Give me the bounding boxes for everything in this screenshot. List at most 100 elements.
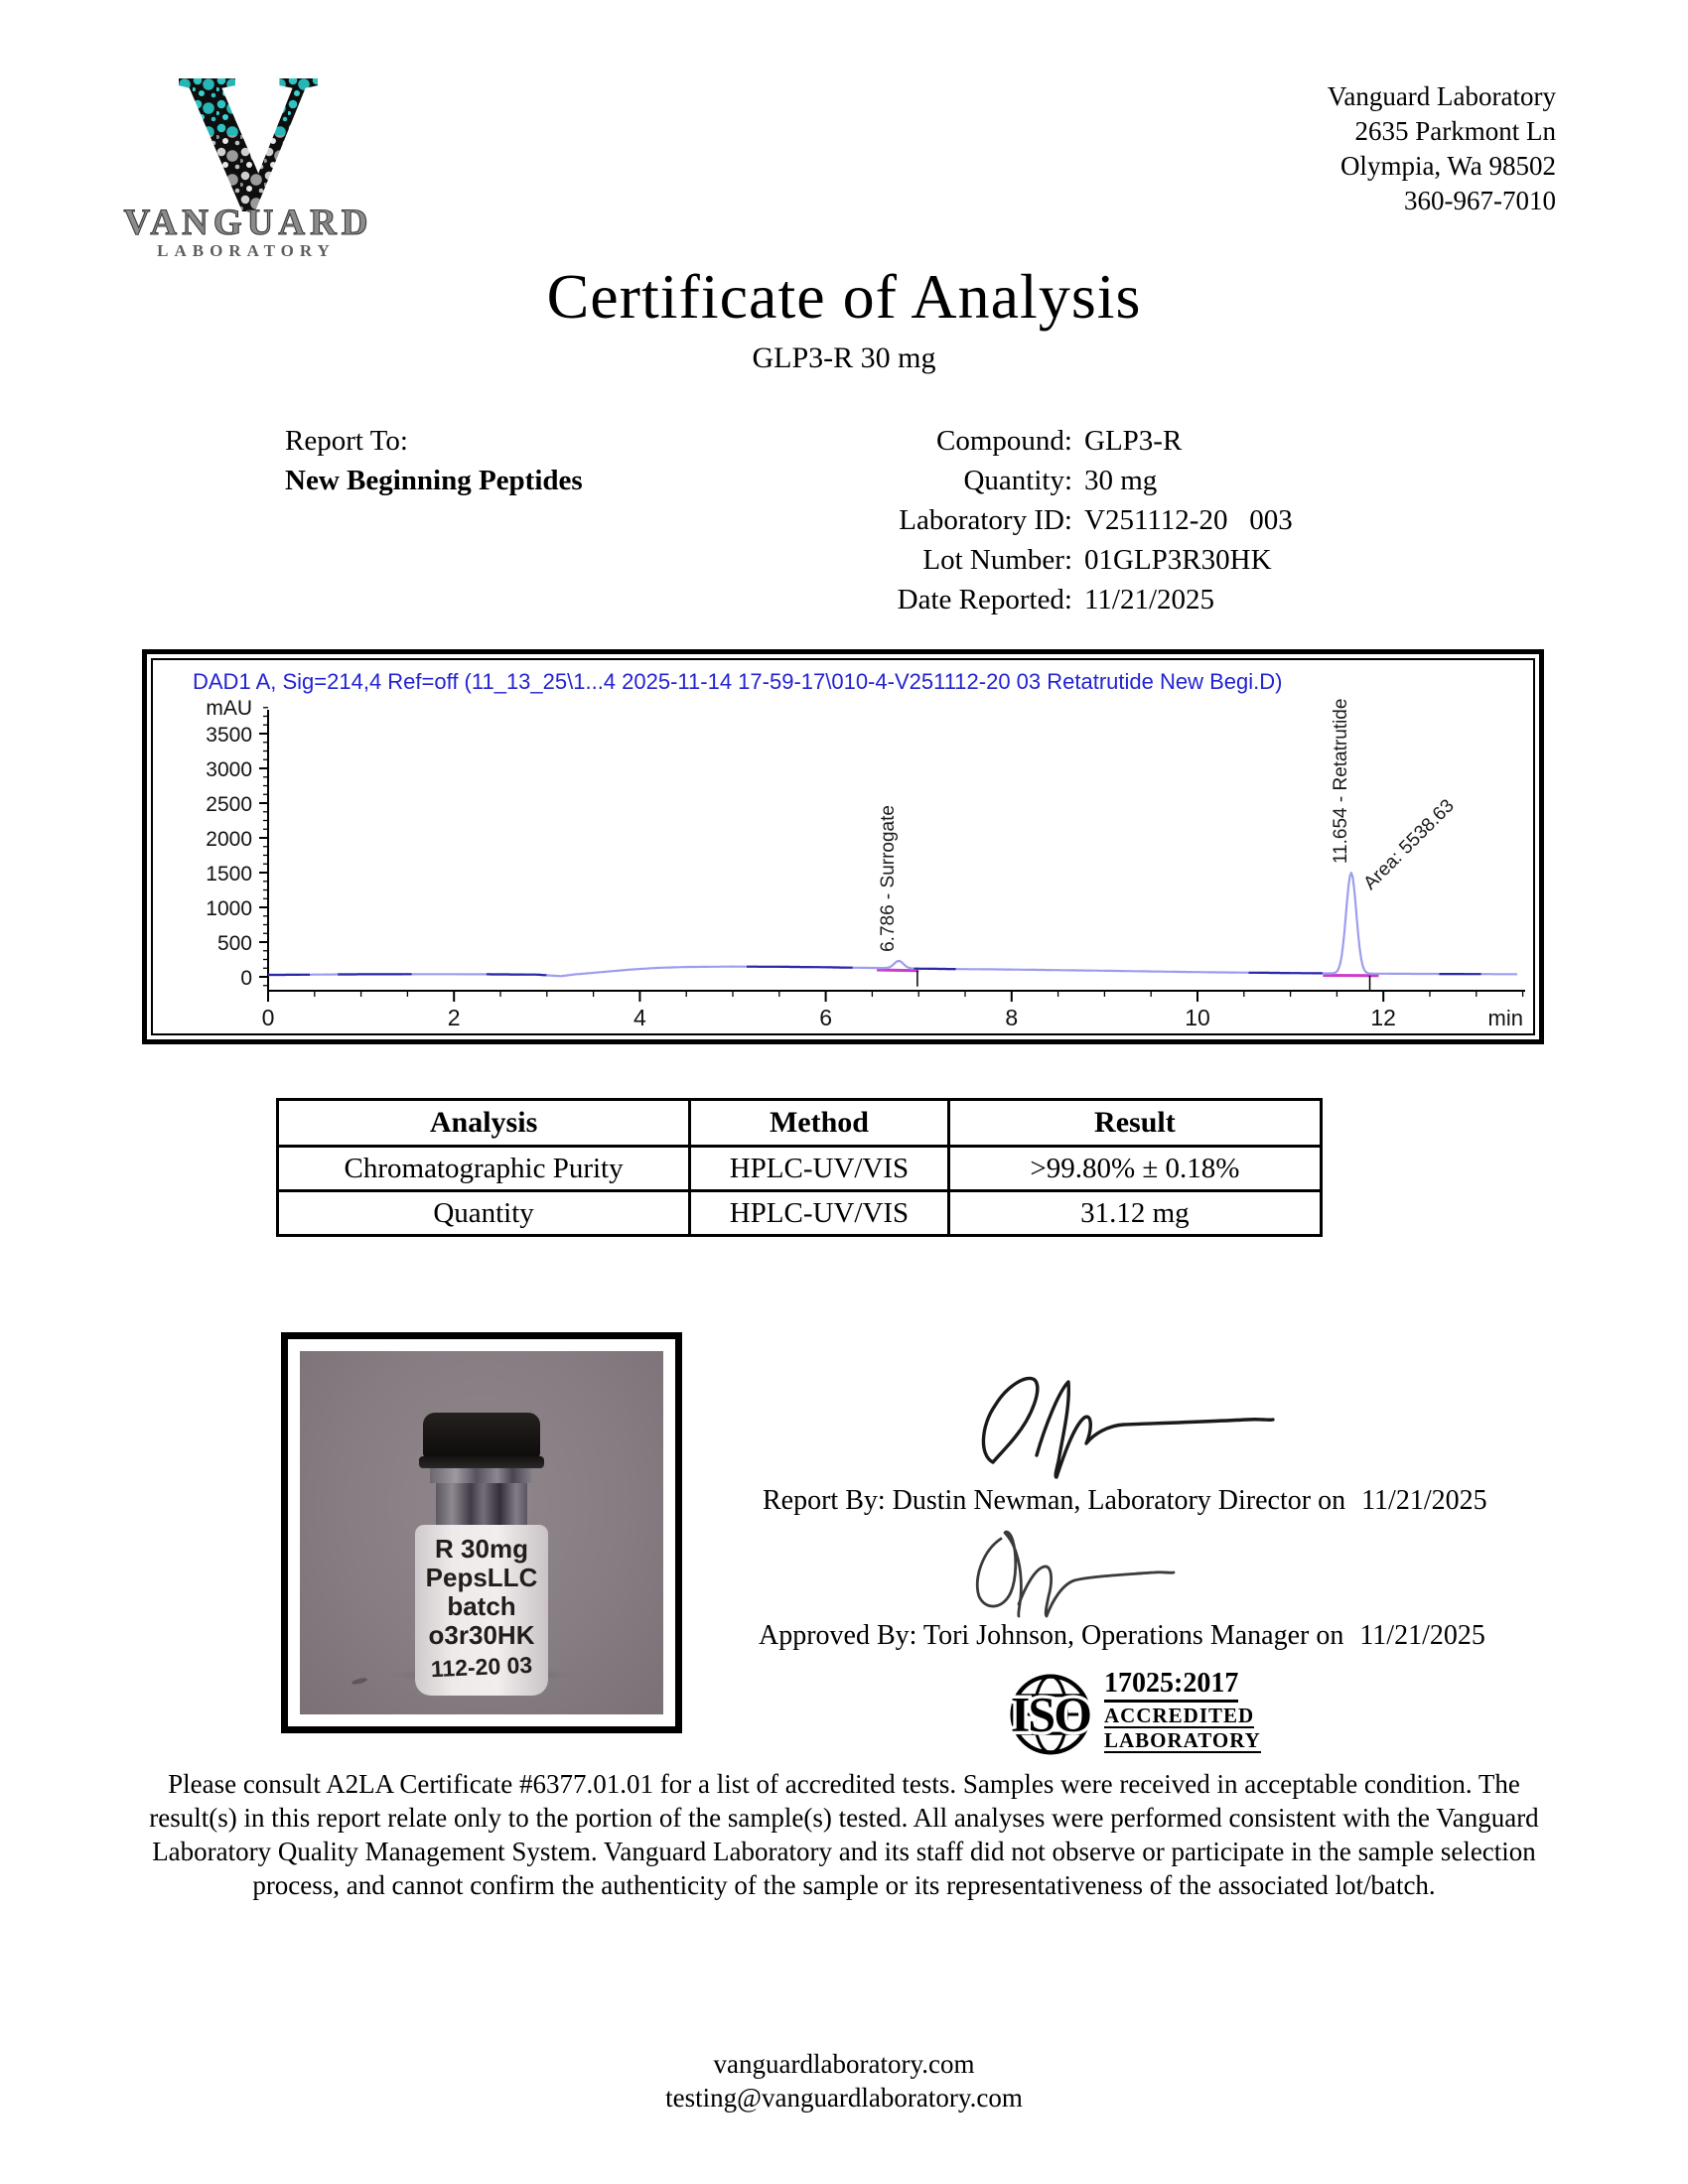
vial-label-line: batch	[447, 1591, 516, 1621]
info-label: Laboratory ID:	[899, 504, 1072, 536]
address-line: 2635 Parkmont Ln	[1354, 116, 1557, 146]
svg-text:6: 6	[819, 1005, 832, 1030]
svg-text:mAU: mAU	[206, 697, 252, 720]
svg-text:1500: 1500	[206, 863, 252, 886]
sample-info-block: Compound: GLP3-R Quantity: 30 mg Laborat…	[755, 421, 1390, 619]
vial-neck	[436, 1483, 527, 1527]
photo-speck	[351, 1677, 368, 1686]
info-value: 30 mg	[1084, 465, 1158, 496]
approved-by-line: Approved By: Tori Johnson, Operations Ma…	[759, 1620, 1485, 1652]
info-row: Lot Number: 01GLP3R30HK	[755, 540, 1390, 580]
svg-text:1000: 1000	[206, 897, 252, 920]
report-to-label: Report To:	[285, 425, 408, 457]
svg-text:6.786 - Surrogate: 6.786 - Surrogate	[878, 805, 899, 952]
logo-v-bottom: V	[177, 52, 320, 252]
vanguard-logo: V V VANGUARD LABORATORY	[121, 52, 379, 270]
logo-sub-text: LABORATORY	[157, 241, 336, 260]
vial-label-line: 112-20 03	[430, 1651, 533, 1683]
info-label: Compound:	[936, 425, 1072, 457]
info-row: Laboratory ID: V251112-20 003	[755, 500, 1390, 540]
svg-text:10: 10	[1185, 1005, 1210, 1030]
header-analysis: Analysis	[275, 1098, 692, 1148]
svg-text:0: 0	[262, 1005, 275, 1030]
address-line: Vanguard Laboratory	[1327, 81, 1556, 111]
disclaimer-text: Please consult A2LA Certificate #6377.01…	[149, 1769, 1539, 1900]
footer-email: testing@vanguardlaboratory.com	[665, 2083, 1023, 2113]
page-title: Certificate of Analysis	[546, 261, 1142, 332]
svg-text:2500: 2500	[206, 793, 252, 816]
vial-label: R 30mg PepsLLC batch o3r30HK 112-20 03	[415, 1534, 548, 1683]
svg-text:min: min	[1488, 1006, 1523, 1030]
svg-text:0: 0	[240, 967, 252, 990]
svg-text:Area: 5538.63: Area: 5538.63	[1359, 795, 1458, 893]
table-header-row: Analysis Method Result	[275, 1098, 1324, 1148]
page-subtitle: GLP3-R 30 mg	[752, 341, 936, 374]
svg-text:12: 12	[1370, 1005, 1396, 1030]
svg-text:8: 8	[1005, 1005, 1018, 1030]
table-row: Chromatographic Purity HPLC-UV/VIS >99.8…	[275, 1145, 1324, 1192]
vial-body: R 30mg PepsLLC batch o3r30HK 112-20 03	[415, 1525, 548, 1696]
svg-text:11.654 - Retatrutide: 11.654 - Retatrutide	[1331, 699, 1351, 865]
footer: vanguardlaboratory.com testing@vanguardl…	[0, 2047, 1688, 2115]
info-value: 01GLP3R30HK	[1084, 544, 1272, 576]
cell-analysis: Chromatographic Purity	[275, 1145, 692, 1192]
svg-text:2000: 2000	[206, 828, 252, 851]
info-row: Quantity: 30 mg	[755, 461, 1390, 500]
approved-by-text: Approved By: Tori Johnson, Operations Ma…	[759, 1620, 1344, 1651]
header-result: Result	[946, 1098, 1324, 1148]
info-label: Quantity:	[963, 465, 1072, 496]
info-value: V251112-20 003	[1084, 504, 1293, 536]
chromatogram-svg: DAD1 A, Sig=214,4 Ref=off (11_13_25\1...…	[193, 669, 1525, 1030]
report-date: 11/21/2025	[1361, 1485, 1487, 1516]
iso-laboratory: LABORATORY	[1104, 1728, 1261, 1753]
vial-photo: R 30mg PepsLLC batch o3r30HK 112-20 03	[300, 1351, 663, 1714]
vial-photo-frame: R 30mg PepsLLC batch o3r30HK 112-20 03	[281, 1332, 682, 1733]
address-line: Olympia, Wa 98502	[1339, 151, 1556, 181]
report-to-block: Report To: New Beginning Peptides	[285, 421, 583, 500]
cell-analysis: Quantity	[275, 1189, 692, 1237]
approved-date: 11/21/2025	[1359, 1620, 1485, 1651]
info-row: Compound: GLP3-R	[755, 421, 1390, 461]
vial-cap	[423, 1413, 540, 1458]
svg-text:3500: 3500	[206, 724, 252, 747]
vial-label-line: PepsLLC	[425, 1563, 538, 1592]
info-value: 11/21/2025	[1084, 584, 1215, 615]
svg-text:3000: 3000	[206, 758, 252, 781]
chromatogram-frame: DAD1 A, Sig=214,4 Ref=off (11_13_25\1...…	[142, 649, 1544, 1044]
info-value: GLP3-R	[1084, 425, 1183, 457]
chromatogram-plot: DAD1 A, Sig=214,4 Ref=off (11_13_25\1...…	[151, 658, 1535, 1035]
lab-address: Vanguard Laboratory 2635 Parkmont Ln Oly…	[1328, 79, 1556, 218]
svg-text:2: 2	[448, 1005, 461, 1030]
vial-label-line: R 30mg	[435, 1534, 528, 1564]
iso-standard: 17025:2017	[1104, 1670, 1239, 1703]
logo-brand-text: VANGUARD	[123, 203, 372, 243]
report-by-text: Report By: Dustin Newman, Laboratory Dir…	[763, 1485, 1346, 1516]
vial-label-line: o3r30HK	[428, 1620, 535, 1650]
signature-dustin-newman	[981, 1376, 1275, 1479]
info-row: Date Reported: 11/21/2025	[755, 580, 1390, 619]
info-label: Date Reported:	[897, 584, 1072, 615]
logo-v-top: V	[177, 52, 320, 252]
iso-globe-text: ISO	[1011, 1687, 1090, 1741]
svg-text:4: 4	[633, 1005, 646, 1030]
cell-method: HPLC-UV/VIS	[688, 1189, 950, 1237]
svg-text:500: 500	[217, 932, 252, 955]
signature-tori-johnson	[975, 1530, 1176, 1618]
vial: R 30mg PepsLLC batch o3r30HK 112-20 03	[407, 1413, 556, 1696]
vanguard-logo-icon: V V VANGUARD LABORATORY	[123, 52, 372, 260]
report-to-name: New Beginning Peptides	[285, 465, 583, 496]
iso-accreditation-badge: ISO 17025:2017 ACCREDITED LABORATORY	[1003, 1668, 1261, 1761]
info-label: Lot Number:	[922, 544, 1072, 576]
table-row: Quantity HPLC-UV/VIS 31.12 mg	[275, 1189, 1324, 1237]
header-method: Method	[688, 1098, 950, 1148]
cell-result: >99.80% ± 0.18%	[946, 1145, 1324, 1192]
svg-text:DAD1 A, Sig=214,4 Ref=off (11_: DAD1 A, Sig=214,4 Ref=off (11_13_25\1...…	[193, 669, 1282, 694]
footer-website: vanguardlaboratory.com	[713, 2049, 975, 2079]
results-table: Analysis Method Result Chromatographic P…	[275, 1098, 1324, 1237]
cell-method: HPLC-UV/VIS	[688, 1145, 950, 1192]
vial-cap-lip	[419, 1456, 544, 1468]
vial-crimp-ring	[430, 1468, 533, 1483]
iso-globe-icon: ISO	[1008, 1674, 1095, 1755]
iso-accredited: ACCREDITED	[1104, 1704, 1255, 1728]
